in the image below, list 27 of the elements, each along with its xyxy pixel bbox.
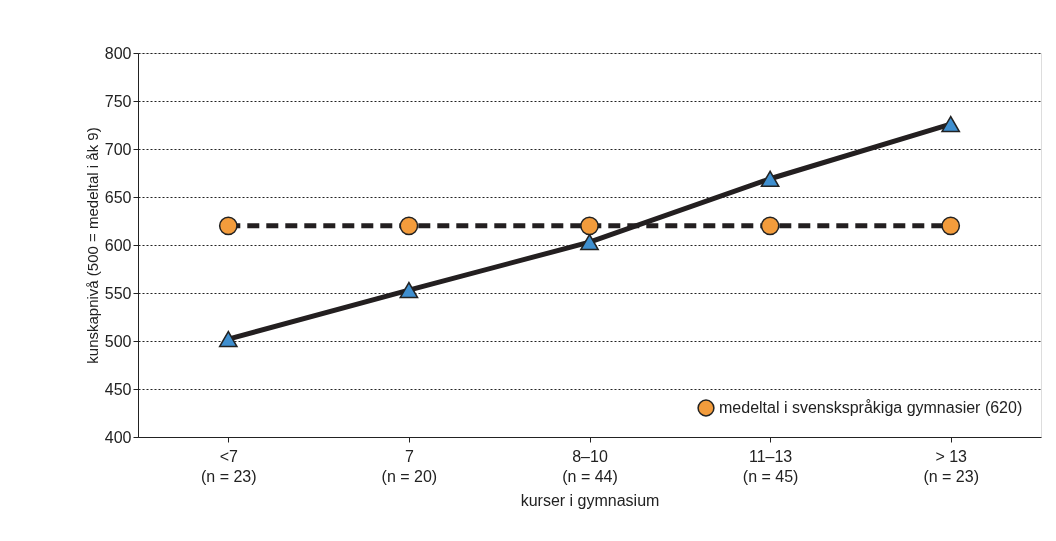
y-tick-label: 700 — [104, 140, 132, 158]
point — [580, 233, 599, 251]
point — [580, 216, 599, 236]
x-tick-label: 11–13 (n = 45) — [742, 447, 799, 485]
point — [760, 170, 780, 188]
point — [941, 115, 961, 133]
y-tick-label: 750 — [104, 92, 132, 110]
y-tick-label: 600 — [104, 236, 132, 254]
point — [760, 216, 780, 236]
y-tick-label: 800 — [104, 44, 132, 62]
point — [218, 330, 238, 348]
point — [399, 281, 419, 299]
x-tick-label: > 13 (n = 23) — [923, 447, 979, 485]
legend-label: medeltal i svenskspråkiga gymnasier (620) — [719, 399, 1023, 416]
point — [399, 216, 419, 236]
y-tick-label: 450 — [104, 380, 132, 398]
point — [941, 216, 961, 236]
y-axis-title: kunskapnivå (500 = medeltal i åk 9) — [83, 127, 101, 364]
point — [218, 216, 238, 236]
x-tick-label: <7 (n = 23) — [201, 447, 257, 485]
y-tick-label: 400 — [104, 428, 132, 446]
x-tick-label: 7 (n = 20) — [381, 447, 438, 485]
y-tick-label: 650 — [104, 188, 132, 206]
y-tick-label: 500 — [104, 332, 132, 350]
x-tick-label: 8–10 (n = 44) — [562, 447, 618, 485]
y-tick-label: 550 — [104, 284, 132, 302]
x-axis-title: kurser i gymnasium — [520, 491, 660, 509]
